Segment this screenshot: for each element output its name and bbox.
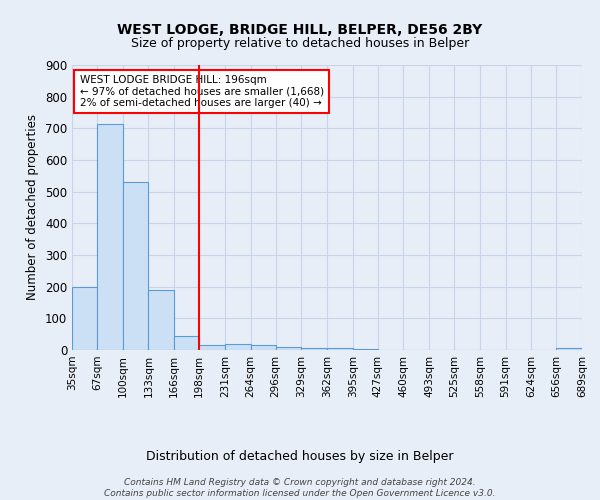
Bar xyxy=(556,348,582,350)
Bar xyxy=(275,347,301,350)
Text: WEST LODGE BRIDGE HILL: 196sqm
← 97% of detached houses are smaller (1,668)
2% o: WEST LODGE BRIDGE HILL: 196sqm ← 97% of … xyxy=(80,75,324,108)
Bar xyxy=(327,348,353,350)
Text: Contains HM Land Registry data © Crown copyright and database right 2024.
Contai: Contains HM Land Registry data © Crown c… xyxy=(104,478,496,498)
Bar xyxy=(353,349,377,350)
Bar xyxy=(225,344,251,350)
Bar xyxy=(199,346,225,350)
Y-axis label: Number of detached properties: Number of detached properties xyxy=(26,114,40,300)
Text: Size of property relative to detached houses in Belper: Size of property relative to detached ho… xyxy=(131,38,469,51)
Bar xyxy=(174,336,199,350)
Bar xyxy=(301,348,327,350)
Bar xyxy=(251,346,275,350)
Bar xyxy=(122,182,148,350)
Bar xyxy=(97,124,122,350)
Bar xyxy=(72,286,97,350)
Text: Distribution of detached houses by size in Belper: Distribution of detached houses by size … xyxy=(146,450,454,463)
Text: WEST LODGE, BRIDGE HILL, BELPER, DE56 2BY: WEST LODGE, BRIDGE HILL, BELPER, DE56 2B… xyxy=(118,22,482,36)
Bar xyxy=(148,290,174,350)
